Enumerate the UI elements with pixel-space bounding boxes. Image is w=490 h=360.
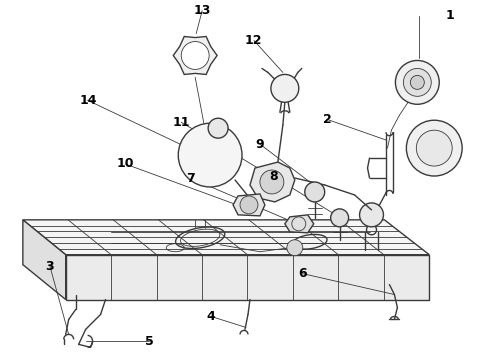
Circle shape (287, 240, 303, 256)
Polygon shape (285, 215, 314, 233)
Polygon shape (66, 255, 429, 300)
Text: 2: 2 (322, 113, 331, 126)
Polygon shape (250, 162, 295, 202)
Text: 12: 12 (245, 33, 263, 47)
Circle shape (305, 182, 325, 202)
Circle shape (403, 68, 431, 96)
Circle shape (410, 75, 424, 89)
Text: 1: 1 (445, 9, 454, 22)
Circle shape (181, 41, 209, 69)
Circle shape (260, 170, 284, 194)
Text: 5: 5 (146, 335, 154, 348)
Text: 8: 8 (269, 170, 278, 183)
Text: 13: 13 (194, 4, 211, 17)
Text: 4: 4 (206, 310, 215, 323)
Text: 7: 7 (186, 172, 195, 185)
Text: 14: 14 (79, 94, 97, 107)
Circle shape (360, 203, 384, 227)
Circle shape (178, 123, 242, 187)
Polygon shape (173, 36, 217, 75)
Text: 10: 10 (117, 157, 134, 170)
Circle shape (406, 120, 462, 176)
Text: 9: 9 (255, 138, 264, 150)
Text: 6: 6 (298, 267, 307, 280)
Circle shape (416, 130, 452, 166)
Circle shape (208, 118, 228, 138)
Polygon shape (233, 194, 265, 216)
Text: 11: 11 (173, 116, 190, 129)
Polygon shape (23, 220, 429, 255)
Circle shape (240, 196, 258, 214)
Text: 3: 3 (46, 260, 54, 273)
Circle shape (271, 75, 299, 102)
Circle shape (331, 209, 348, 227)
Circle shape (395, 60, 439, 104)
Polygon shape (23, 220, 66, 300)
